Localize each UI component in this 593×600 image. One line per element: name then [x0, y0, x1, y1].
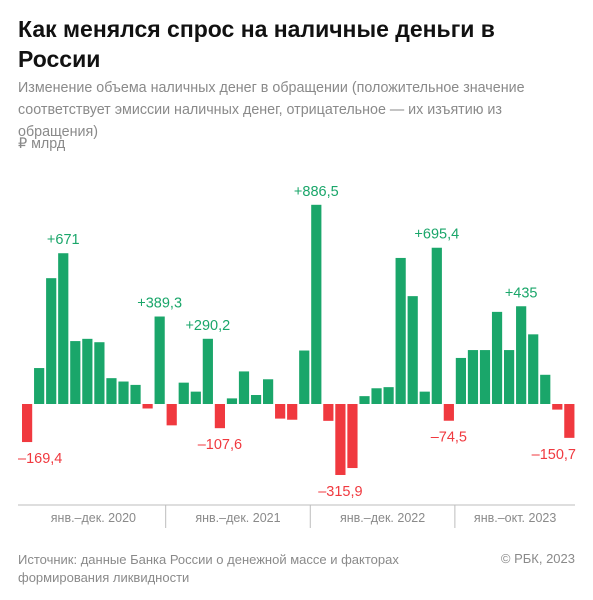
bar-43 — [540, 374, 551, 404]
period-label-1: янв.–дек. 2021 — [195, 511, 280, 525]
bar-21 — [275, 404, 286, 419]
value-label-8: –74,5 — [431, 430, 467, 446]
bar-42 — [528, 334, 539, 404]
value-label-4: –107,6 — [198, 437, 242, 453]
bars-layer — [22, 204, 575, 475]
bar-5 — [82, 338, 93, 404]
bar-0 — [22, 404, 33, 443]
bar-37 — [467, 350, 479, 404]
bar-8 — [118, 381, 129, 404]
value-labels-layer: –169,4 +671 +389,3+290,2 –107,6 +886,5 –315,9… — [18, 184, 576, 500]
value-label-10: –150,7 — [532, 447, 576, 463]
value-label-7: +695,4 — [414, 227, 459, 243]
bar-39 — [491, 311, 503, 404]
value-label-6: –315,9 — [318, 484, 362, 500]
value-label-9: +435 — [505, 285, 538, 301]
bar-30 — [383, 387, 394, 404]
bar-20 — [263, 379, 274, 404]
bar-40 — [504, 350, 515, 404]
period-label-0: янв.–дек. 2020 — [51, 511, 136, 525]
bar-38 — [479, 350, 491, 404]
bar-27 — [347, 404, 358, 469]
bar-6 — [94, 342, 105, 404]
unit-label: ₽ млрд — [18, 136, 66, 152]
bar-45 — [564, 404, 575, 438]
chart-subtitle: Изменение объема наличных денег в обраще… — [18, 80, 525, 140]
bar-23 — [299, 350, 310, 404]
bar-34 — [431, 247, 442, 404]
chart-title: Как менялся спрос на наличные деньги в Р… — [18, 16, 495, 72]
value-label-0: –169,4 — [18, 451, 62, 467]
bar-11 — [154, 316, 165, 404]
bar-28 — [359, 396, 370, 404]
bar-26 — [335, 404, 346, 475]
bar-1 — [34, 368, 45, 404]
bar-22 — [287, 404, 298, 420]
bar-14 — [190, 391, 201, 404]
bar-17 — [226, 398, 238, 404]
bar-3 — [58, 253, 69, 404]
value-label-3: +290,2 — [185, 318, 230, 334]
bar-2 — [46, 278, 57, 404]
value-label-5: +886,5 — [294, 184, 339, 200]
bar-32 — [407, 296, 418, 404]
bar-19 — [250, 395, 262, 404]
period-label-2: янв.–дек. 2022 — [340, 511, 425, 525]
bar-35 — [443, 404, 454, 421]
bar-36 — [455, 357, 466, 404]
bar-4 — [70, 341, 81, 404]
bar-24 — [311, 204, 322, 404]
period-label-3: янв.–окт. 2023 — [474, 511, 556, 525]
bar-15 — [202, 338, 213, 404]
bar-10 — [142, 404, 153, 409]
bar-12 — [166, 404, 177, 426]
bar-18 — [238, 371, 250, 404]
bar-25 — [323, 404, 334, 421]
bar-9 — [130, 384, 141, 404]
bar-7 — [106, 378, 117, 404]
bar-41 — [516, 306, 527, 404]
value-label-1: +671 — [47, 232, 80, 248]
bar-16 — [214, 404, 225, 429]
value-label-2: +389,3 — [137, 296, 182, 312]
bar-44 — [552, 404, 563, 410]
bar-31 — [395, 257, 406, 404]
bar-29 — [371, 388, 382, 404]
copyright: © РБК, 2023 — [500, 551, 575, 566]
bar-13 — [178, 382, 189, 404]
bar-33 — [419, 391, 430, 404]
period-axis-layer: янв.–дек. 2020 янв.–дек. 2021 янв.–дек. 20… — [18, 504, 575, 528]
source-note: Источник: данные Банка России о денежной… — [18, 552, 399, 585]
